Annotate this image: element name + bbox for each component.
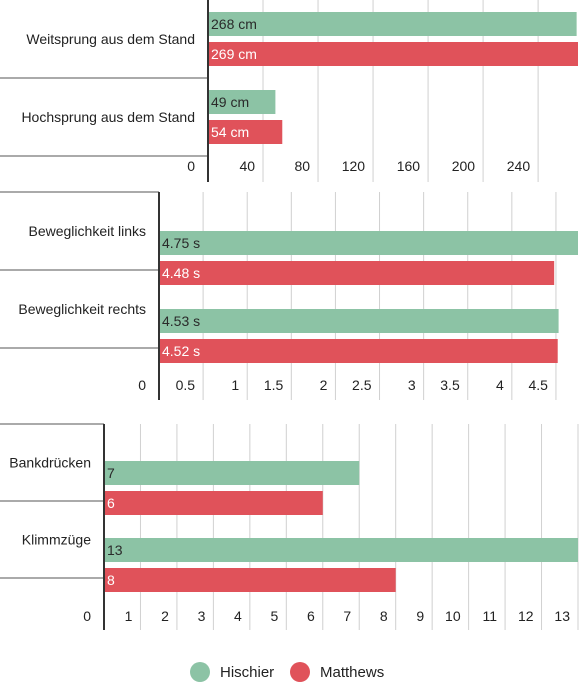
x-tick-label: 1.5 — [264, 377, 284, 393]
legend-label: Matthews — [320, 664, 384, 681]
x-tick-label: 9 — [416, 608, 424, 624]
chart-panel-2: 4.75 s 4.53 s 4.48 s 4.52 s Beweglichkeit li… — [0, 191, 578, 400]
x-tick-label: 3 — [408, 377, 416, 393]
x-tick-label: 0 — [187, 158, 195, 174]
data-label: 8 — [107, 572, 115, 588]
data-label: 13 — [107, 542, 123, 558]
data-label: 7 — [107, 465, 115, 481]
category-label: Bankdrücken — [9, 455, 91, 471]
x-tick-label: 2 — [161, 608, 169, 624]
x-tick-label: 11 — [483, 608, 498, 624]
data-label: 6 — [107, 495, 115, 511]
bar-matthews — [208, 120, 283, 144]
bar-matthews — [208, 42, 578, 66]
x-tick-label: 6 — [307, 608, 315, 624]
category-label: Hochsprung aus dem Stand — [21, 109, 195, 125]
x-tick-label: 0 — [138, 377, 146, 393]
data-label: 4.52 s — [162, 343, 200, 359]
bar-hischier — [159, 231, 578, 255]
category-label: Beweglichkeit links — [29, 223, 147, 239]
legend-label: Hischier — [220, 664, 274, 681]
x-tick-label: 4 — [234, 608, 242, 624]
x-tick-label: 1 — [231, 377, 239, 393]
category-label: Beweglichkeit rechts — [18, 301, 146, 317]
bar-hischier — [159, 309, 559, 333]
x-tick-label: 13 — [554, 608, 570, 624]
x-tick-label: 120 — [342, 158, 366, 174]
x-tick-label: 8 — [380, 608, 388, 624]
bar-matthews — [159, 339, 558, 363]
x-tick-label: 5 — [271, 608, 279, 624]
bar-hischier — [104, 461, 360, 485]
x-tick-label: 7 — [343, 608, 351, 624]
x-tick-label: 2.5 — [352, 377, 372, 393]
x-tick-label: 2 — [320, 377, 328, 393]
x-tick-label: 200 — [452, 158, 476, 174]
x-tick-label: 12 — [518, 608, 534, 624]
data-label: 268 cm — [211, 16, 257, 32]
category-label: Klimmzüge — [22, 532, 91, 548]
x-tick-label: 0.5 — [176, 377, 196, 393]
x-tick-label: 1 — [125, 608, 133, 624]
legend-swatch — [190, 662, 210, 682]
x-tick-label: 3.5 — [440, 377, 460, 393]
bar-matthews — [159, 261, 555, 285]
x-tick-label: 10 — [445, 608, 461, 624]
x-tick-label: 40 — [239, 158, 255, 174]
category-label: Weitsprung aus dem Stand — [26, 31, 195, 47]
x-tick-label: 4.5 — [528, 377, 548, 393]
bar-hischier — [104, 538, 578, 562]
bar-hischier — [208, 90, 276, 114]
data-label: 4.75 s — [162, 235, 200, 251]
data-label: 4.53 s — [162, 313, 200, 329]
x-tick-label: 0 — [83, 608, 91, 624]
bar-hischier — [208, 12, 577, 36]
bar-matthews — [104, 568, 396, 592]
data-label: 54 cm — [211, 124, 249, 140]
x-tick-label: 3 — [198, 608, 206, 624]
bar-matthews — [104, 491, 323, 515]
x-tick-label: 160 — [397, 158, 421, 174]
x-tick-label: 80 — [294, 158, 310, 174]
legend-swatch — [290, 662, 310, 682]
x-tick-label: 240 — [507, 158, 531, 174]
x-tick-label: 4 — [496, 377, 504, 393]
data-label: 4.48 s — [162, 265, 200, 281]
data-label: 49 cm — [211, 94, 249, 110]
data-label: 269 cm — [211, 46, 257, 62]
legend: Hischier Matthews — [190, 662, 384, 682]
chart-panel-1: 268 cm 49 cm 269 cm 54 cm Weitsprung aus dem… — [0, 0, 578, 182]
